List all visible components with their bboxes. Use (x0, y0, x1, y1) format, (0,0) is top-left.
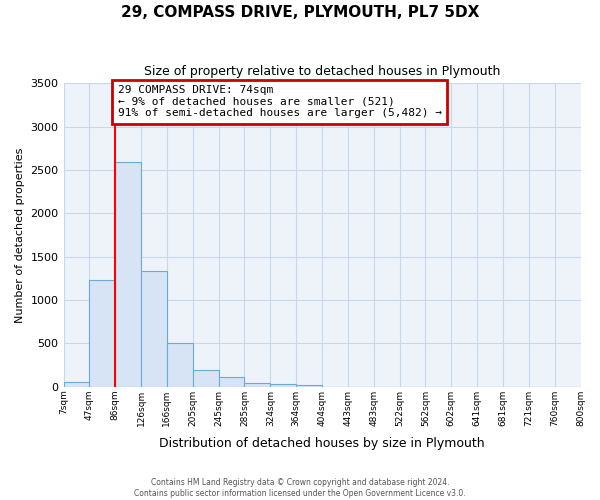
X-axis label: Distribution of detached houses by size in Plymouth: Distribution of detached houses by size … (159, 437, 485, 450)
Bar (167, 344, 193, 386)
Bar (193, 370, 218, 386)
Text: Contains HM Land Registry data © Crown copyright and database right 2024.
Contai: Contains HM Land Registry data © Crown c… (134, 478, 466, 498)
Title: Size of property relative to detached houses in Plymouth: Size of property relative to detached ho… (144, 65, 500, 78)
Bar (64, 382, 89, 386)
Text: 29 COMPASS DRIVE: 74sqm
← 9% of detached houses are smaller (521)
91% of semi-de: 29 COMPASS DRIVE: 74sqm ← 9% of detached… (118, 85, 442, 118)
Bar (115, 162, 141, 386)
Bar (141, 270, 167, 386)
Text: 29, COMPASS DRIVE, PLYMOUTH, PL7 5DX: 29, COMPASS DRIVE, PLYMOUTH, PL7 5DX (121, 5, 479, 20)
Bar (244, 383, 271, 386)
Bar (218, 377, 244, 386)
Y-axis label: Number of detached properties: Number of detached properties (15, 148, 25, 322)
Bar (89, 280, 115, 386)
Bar (271, 384, 296, 386)
Bar (296, 385, 322, 386)
